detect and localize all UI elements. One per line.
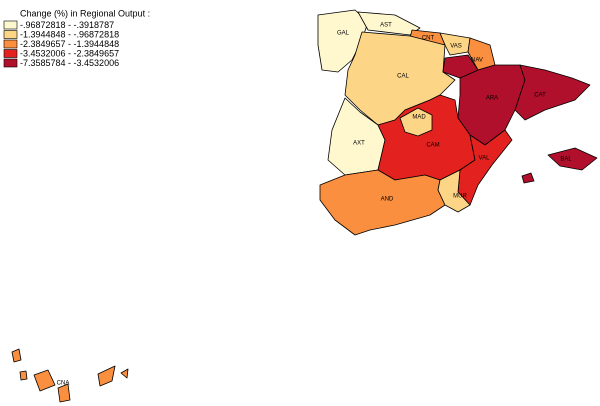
region (457, 129, 513, 206)
legend-swatch (3, 30, 18, 39)
region (439, 32, 471, 56)
region-label: AXT (353, 141, 365, 147)
region-label: MUR (453, 194, 467, 200)
legend-label: -.96872818 - -.3918787 (20, 20, 114, 30)
region-label: MAD (412, 115, 426, 121)
region-label: BAL (560, 157, 572, 163)
region-label: AST (380, 23, 392, 29)
region-label: CAL (397, 74, 409, 80)
region-label: CAM (426, 143, 439, 149)
region-label: CAT (534, 93, 546, 99)
region-label: ARA (486, 96, 498, 102)
legend-swatch (3, 20, 18, 30)
region (11, 348, 129, 403)
region-label: CNA (57, 381, 70, 387)
region-label: VAS (450, 44, 462, 50)
legend-label: -2.3849657 - -1.3944848 (20, 39, 119, 49)
region (514, 64, 591, 121)
legend-label: -7.3585784 - -3.4532006 (20, 58, 119, 68)
legend-swatch (3, 39, 18, 49)
legend-swatch (3, 49, 18, 58)
region (437, 169, 471, 213)
legend-title: Change (%) in Regional Output : (20, 8, 150, 18)
region (521, 147, 598, 184)
region-label: AND (381, 197, 394, 203)
region (399, 107, 433, 137)
legend: -.96872818 - -.3918787-1.3944848 - -.968… (3, 20, 119, 68)
region-label: CNT (422, 36, 435, 42)
region-label: NAV (471, 58, 483, 64)
region-label: VAL (479, 156, 491, 162)
region (442, 54, 479, 79)
legend-swatch (3, 58, 18, 68)
legend-label: -1.3944848 - -.96872818 (20, 29, 119, 39)
legend-label: -3.4532006 - -2.3849657 (20, 48, 119, 58)
region-label: GAL (337, 31, 350, 37)
